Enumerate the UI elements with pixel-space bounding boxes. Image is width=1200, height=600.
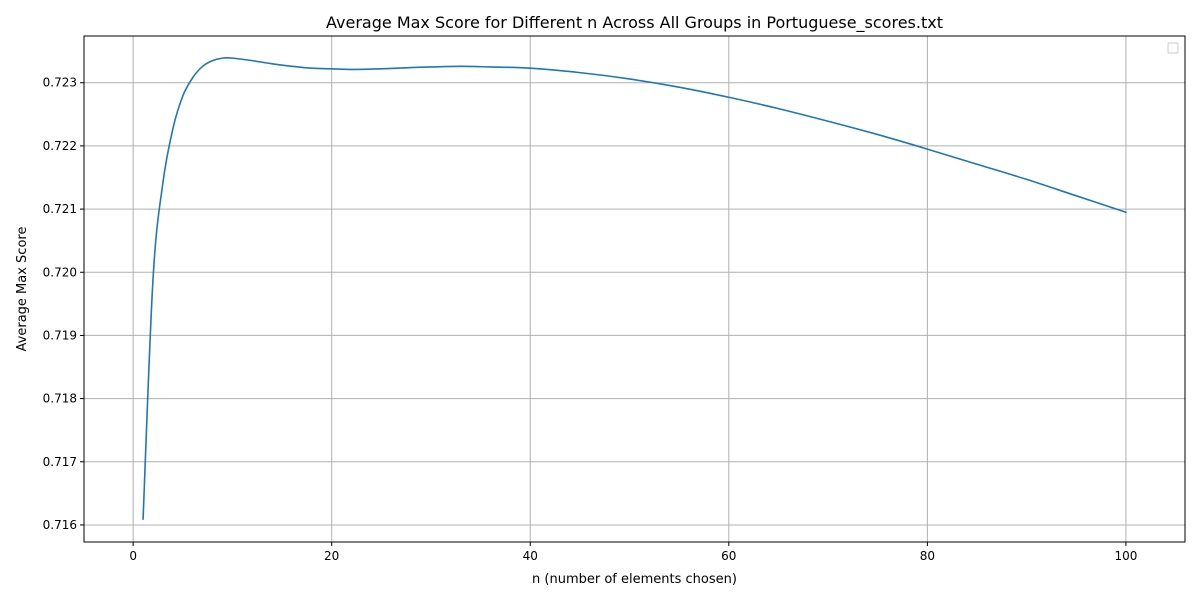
x-tick-label: 60 <box>721 549 736 563</box>
y-tick-label: 0.718 <box>43 392 77 406</box>
axes-frame <box>83 35 1186 543</box>
x-tick-label: 0 <box>129 549 137 563</box>
y-tick-label: 0.720 <box>43 265 77 279</box>
x-axis-label: n (number of elements chosen) <box>532 572 737 587</box>
x-axis: 0 20 40 60 80 100 <box>129 542 1137 563</box>
y-tick-label: 0.722 <box>43 139 77 153</box>
y-axis-label: Average Max Score <box>15 227 30 352</box>
x-tick-label: 40 <box>523 549 538 563</box>
y-tick-label: 0.723 <box>43 76 77 90</box>
y-tick-label: 0.719 <box>43 328 77 342</box>
x-tick-label: 20 <box>324 549 339 563</box>
legend <box>1167 42 1179 54</box>
y-axis: 0.716 0.717 0.718 0.719 0.720 0.721 0.722 0.723 <box>43 76 84 532</box>
grid <box>84 36 1185 542</box>
plot-area <box>142 56 1127 521</box>
x-tick-label: 100 <box>1114 549 1137 563</box>
y-tick-label: 0.716 <box>43 518 77 532</box>
chart-title: Average Max Score for Different n Across… <box>326 13 943 33</box>
x-tick-label: 80 <box>920 549 935 563</box>
series-line <box>142 56 1127 521</box>
y-tick-label: 0.717 <box>43 455 77 469</box>
y-tick-label: 0.721 <box>43 202 77 216</box>
